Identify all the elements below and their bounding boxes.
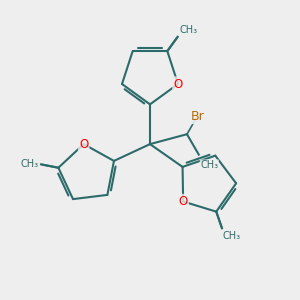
Text: Br: Br — [190, 110, 204, 123]
Text: CH₃: CH₃ — [20, 159, 38, 169]
Text: O: O — [178, 195, 188, 208]
Text: O: O — [173, 77, 183, 91]
Text: O: O — [79, 138, 88, 151]
Text: CH₃: CH₃ — [200, 160, 218, 170]
Text: CH₃: CH₃ — [223, 231, 241, 241]
Text: CH₃: CH₃ — [179, 25, 197, 35]
